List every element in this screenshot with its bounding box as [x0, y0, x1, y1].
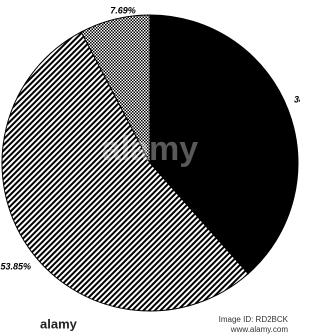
pie-slice: [149, 14, 299, 275]
pie-slice: [80, 14, 151, 164]
footer-url: www.alamy.com: [230, 325, 289, 334]
footer-brand: alamy: [40, 316, 78, 331]
pie-slice: [1, 31, 249, 312]
chart: alamy alamy Image ID: RD2BCK www.alamy.c…: [0, 5, 300, 336]
footer-image-id: Image ID: RD2BCK: [219, 315, 289, 324]
value-label: 7.69%: [110, 5, 136, 15]
value-label: 38.46%: [294, 94, 300, 104]
value-label: 53.85%: [0, 261, 31, 271]
footer-bar: [0, 312, 300, 336]
watermark: alamy: [102, 130, 198, 168]
